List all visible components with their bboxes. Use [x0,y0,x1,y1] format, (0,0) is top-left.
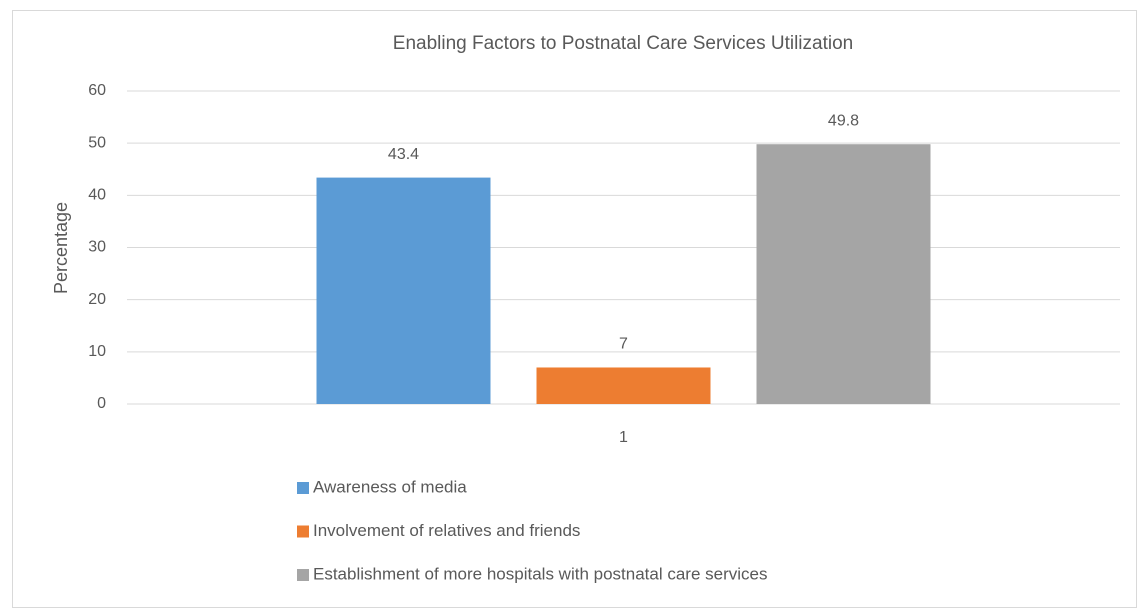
y-axis-label: Percentage [51,202,71,294]
y-tick-label: 30 [88,239,106,256]
data-label: 49.8 [828,112,859,129]
bar [756,144,931,404]
legend-swatch [297,482,309,494]
chart-title: Enabling Factors to Postnatal Care Servi… [393,33,853,54]
chart-border [12,10,1137,608]
y-tick-label: 40 [88,187,106,204]
x-tick-label: 1 [619,429,628,446]
bar [536,367,711,404]
legend-swatch [297,525,309,538]
y-tick-label: 50 [88,134,106,151]
data-label: 43.4 [388,146,419,163]
data-label: 7 [619,336,628,353]
y-tick-label: 10 [88,343,106,360]
y-tick-label: 0 [97,395,106,412]
y-tick-label: 20 [88,291,106,308]
bar [316,177,491,404]
legend-label: Establishment of more hospitals with pos… [313,564,767,583]
y-tick-label: 60 [88,82,106,99]
legend-label: Involvement of relatives and friends [313,521,580,540]
legend-swatch [297,569,309,581]
legend-label: Awareness of media [313,477,467,496]
